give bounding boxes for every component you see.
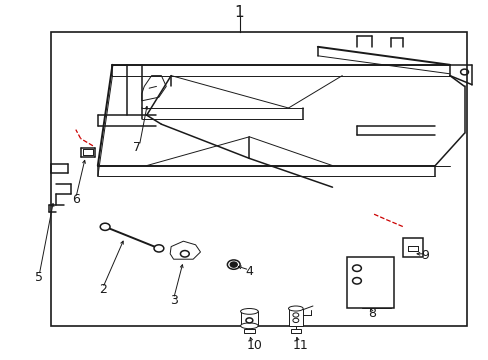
Text: 2: 2 — [99, 283, 106, 296]
Polygon shape — [243, 329, 255, 333]
Text: 7: 7 — [133, 141, 141, 154]
Circle shape — [245, 318, 252, 323]
Circle shape — [292, 313, 298, 317]
Text: 4: 4 — [245, 265, 253, 278]
Ellipse shape — [240, 309, 258, 314]
Circle shape — [352, 278, 361, 284]
Text: 3: 3 — [169, 294, 177, 307]
Bar — [51, 32, 466, 326]
Circle shape — [230, 262, 237, 267]
Text: 10: 10 — [246, 339, 262, 352]
Bar — [240, 311, 258, 326]
Polygon shape — [170, 241, 200, 259]
Circle shape — [292, 318, 298, 323]
Text: 9: 9 — [421, 249, 428, 262]
Polygon shape — [290, 329, 300, 333]
Text: 8: 8 — [367, 307, 375, 320]
Bar — [288, 309, 303, 326]
Circle shape — [154, 245, 163, 252]
Circle shape — [100, 223, 110, 230]
Circle shape — [180, 251, 189, 257]
Bar — [403, 238, 422, 257]
Circle shape — [227, 260, 240, 269]
Text: 5: 5 — [35, 271, 43, 284]
Ellipse shape — [288, 306, 303, 311]
Text: 6: 6 — [72, 193, 80, 206]
Text: 1: 1 — [234, 5, 244, 20]
Circle shape — [352, 265, 361, 271]
Text: 11: 11 — [292, 339, 308, 352]
Ellipse shape — [240, 323, 258, 329]
Bar — [346, 257, 393, 308]
